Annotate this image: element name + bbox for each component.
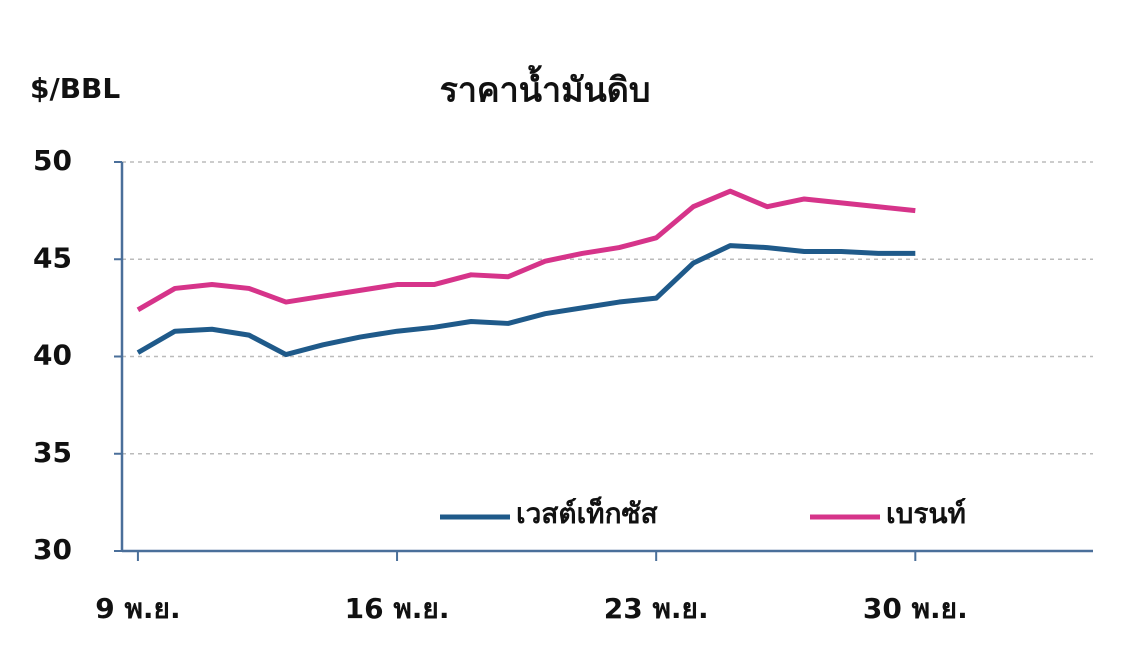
y-tick-label: 45 (33, 241, 72, 274)
y-tick-label: 40 (33, 339, 72, 372)
x-tick-label: 30 พ.ย. (863, 592, 968, 625)
y-tick-label: 30 (33, 533, 72, 566)
legend-label: เบรนท์ (886, 497, 966, 530)
y-axis-label: $/BBL (30, 72, 120, 105)
series-line (136, 188, 916, 312)
x-tick-label: 23 พ.ย. (604, 592, 709, 625)
x-tick-label: 16 พ.ย. (345, 592, 450, 625)
series-line (136, 243, 916, 358)
y-tick-label: 50 (33, 144, 72, 177)
legend-label: เวสต์เท็กซัส (516, 496, 659, 530)
chart-title: ราคาน้ำมันดิบ (440, 65, 651, 111)
x-tick-label: 9 พ.ย. (95, 592, 180, 625)
y-tick-label: 35 (33, 436, 72, 469)
